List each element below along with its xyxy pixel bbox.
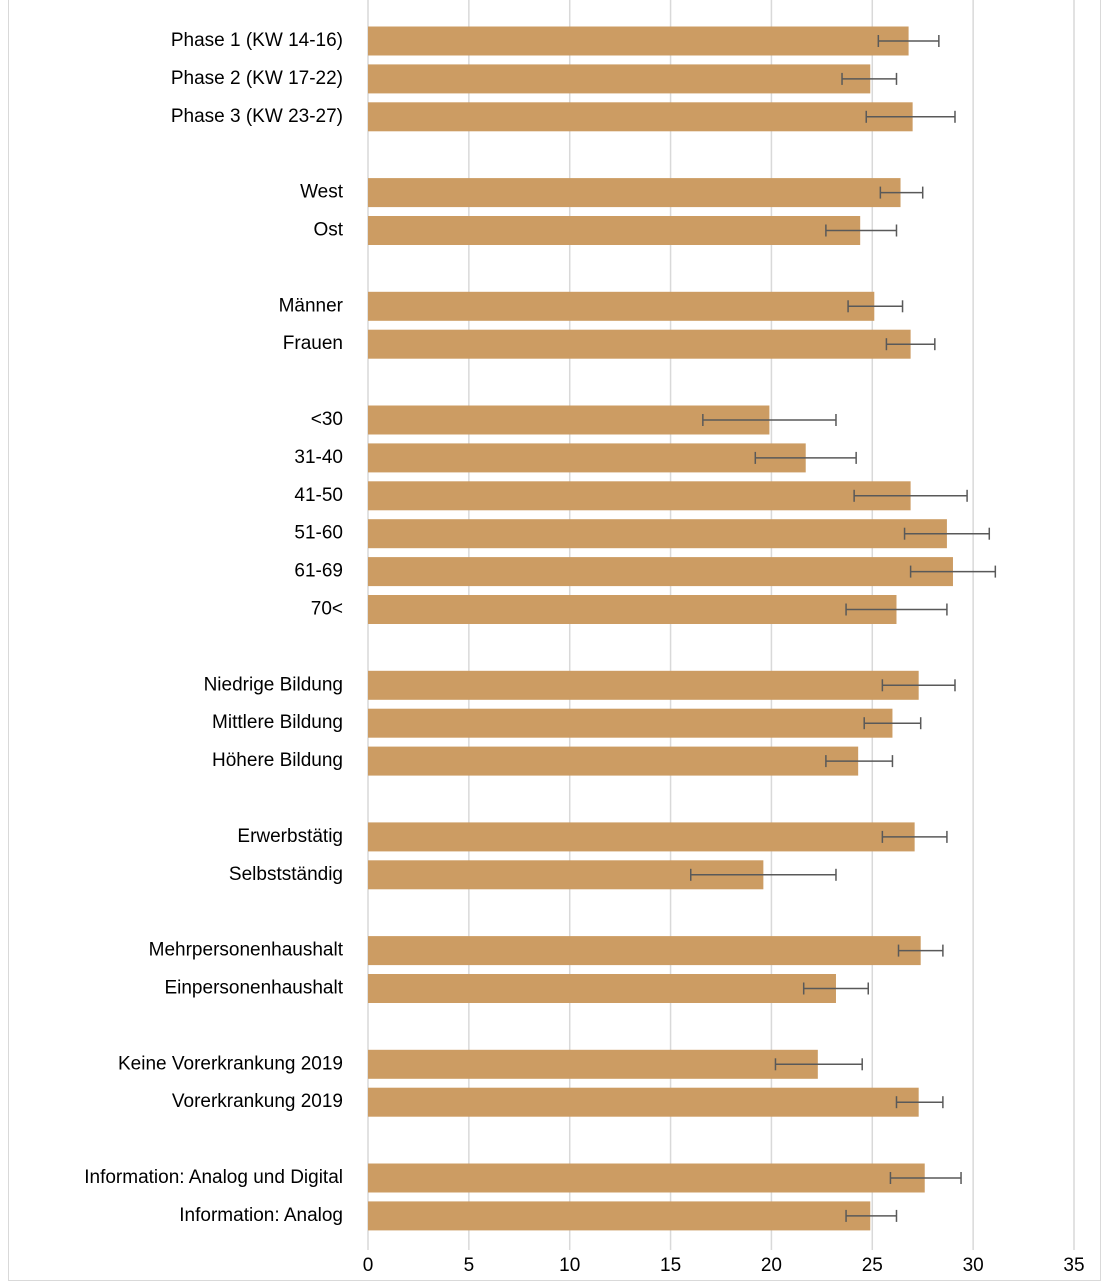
category-label: Information: Analog und Digital: [84, 1167, 343, 1188]
category-label: Frauen: [283, 333, 343, 354]
category-label: Vorerkrankung 2019: [172, 1091, 343, 1112]
bar: [368, 708, 893, 738]
category-label: 41-50: [294, 485, 343, 506]
x-tick-label: 30: [963, 1255, 984, 1276]
bars: [368, 26, 953, 1231]
category-label: Höhere Bildung: [212, 750, 343, 771]
category-label: Ost: [313, 220, 343, 241]
bar: [368, 595, 897, 624]
category-label: 70<: [311, 599, 343, 620]
bar: [368, 670, 919, 700]
category-label: Einpersonenhaushalt: [164, 978, 343, 999]
x-axis-tick-labels: 0 5 10 15 20 25 30 35: [363, 1255, 1085, 1276]
bar: [368, 443, 806, 473]
bar: [368, 822, 915, 852]
bar: [368, 1087, 919, 1117]
category-label: Information: Analog: [179, 1205, 343, 1226]
category-label: Niedrige Bildung: [204, 674, 343, 695]
x-tick-label: 20: [761, 1255, 782, 1276]
bar: [368, 64, 871, 94]
bar: [368, 481, 911, 511]
bar: [368, 936, 921, 966]
gridlines: [367, 0, 1075, 1250]
bar: [368, 1201, 871, 1231]
category-label: Mehrpersonenhaushalt: [149, 940, 344, 961]
x-tick-label: 35: [1063, 1255, 1084, 1276]
category-label: Erwerbstätig: [237, 826, 343, 847]
category-label: Phase 1 (KW 14-16): [171, 30, 343, 51]
bar: [368, 102, 913, 132]
bar: [368, 557, 953, 587]
bar: [368, 178, 901, 208]
bar: [368, 329, 911, 359]
bar: [368, 1049, 818, 1079]
bar: [368, 746, 859, 776]
category-label: Selbstständig: [229, 864, 343, 885]
error-bars: [689, 35, 997, 1222]
x-tick-label: 0: [363, 1255, 374, 1276]
bar: [368, 26, 909, 56]
x-tick-label: 5: [464, 1255, 475, 1276]
bar: [368, 216, 861, 245]
x-tick-label: 10: [559, 1255, 580, 1276]
category-label: <30: [311, 409, 343, 430]
x-tick-label: 15: [660, 1255, 681, 1276]
category-label: 51-60: [294, 523, 343, 544]
category-label: Phase 3 (KW 23-27): [171, 106, 343, 127]
bar: [368, 1163, 925, 1193]
bar: [368, 291, 875, 321]
category-label: Keine Vorerkrankung 2019: [118, 1053, 343, 1074]
bar: [368, 519, 947, 549]
bar: [368, 974, 836, 1003]
x-tick-label: 25: [862, 1255, 883, 1276]
category-label: Phase 2 (KW 17-22): [171, 68, 343, 89]
category-labels: Phase 1 (KW 14-16) Phase 2 (KW 17-22) Phas…: [84, 30, 344, 1226]
category-label: 31-40: [294, 447, 343, 468]
category-label: Mittlere Bildung: [212, 712, 343, 733]
category-label: Männer: [279, 295, 344, 316]
category-label: West: [300, 182, 344, 203]
category-label: 61-69: [294, 561, 343, 582]
